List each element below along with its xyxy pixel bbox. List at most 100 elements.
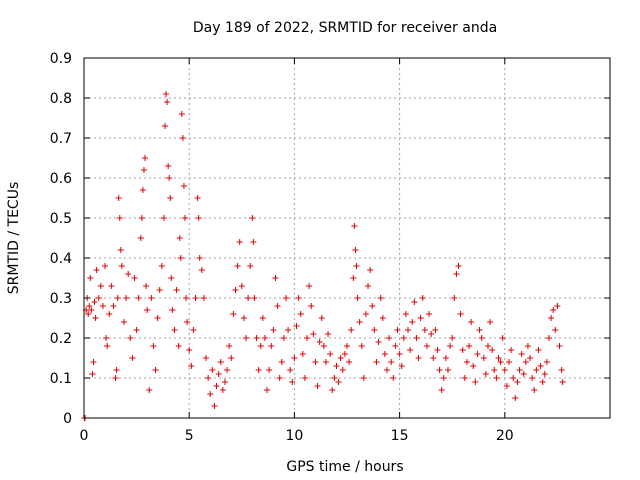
data-point	[360, 375, 367, 381]
data-point	[489, 347, 496, 353]
data-point	[250, 239, 257, 245]
data-point	[308, 303, 315, 309]
x-tick-label: 0	[80, 428, 89, 444]
data-point	[104, 343, 111, 349]
data-point	[461, 375, 468, 381]
data-point	[365, 283, 372, 289]
data-point	[306, 283, 313, 289]
data-point	[232, 287, 239, 293]
data-point	[179, 135, 186, 141]
data-point	[512, 395, 519, 401]
data-point	[181, 215, 188, 221]
y-tick-label: 0.6	[50, 171, 72, 187]
data-point	[304, 335, 311, 341]
data-point	[156, 287, 163, 293]
data-point	[455, 263, 462, 269]
plot-frame	[83, 57, 611, 419]
data-point	[335, 379, 342, 385]
data-point	[413, 335, 420, 341]
data-point	[192, 295, 199, 301]
data-point	[457, 311, 464, 317]
data-point	[463, 359, 470, 365]
data-point	[351, 223, 358, 229]
data-point	[268, 343, 275, 349]
data-point	[350, 275, 357, 281]
x-tick-label: 15	[391, 428, 409, 444]
data-point	[195, 215, 202, 221]
data-point	[266, 367, 273, 373]
data-point	[152, 367, 159, 373]
data-point	[261, 335, 268, 341]
data-point	[438, 387, 445, 393]
data-point	[407, 347, 414, 353]
data-point	[287, 367, 294, 373]
data-point	[255, 367, 262, 373]
data-point	[346, 359, 353, 365]
data-point	[310, 331, 317, 337]
data-point	[510, 375, 517, 381]
data-point	[90, 359, 97, 365]
data-point	[453, 271, 460, 277]
data-point	[423, 343, 430, 349]
data-point	[243, 335, 250, 341]
data-point	[499, 335, 506, 341]
data-point	[186, 347, 193, 353]
data-point	[198, 267, 205, 273]
data-point	[379, 315, 386, 321]
y-tick-label: 0	[63, 411, 72, 427]
data-point	[537, 363, 544, 369]
data-point	[396, 351, 403, 357]
data-point	[447, 343, 454, 349]
data-point	[440, 375, 447, 381]
data-point	[230, 311, 237, 317]
data-point	[508, 347, 515, 353]
data-point	[358, 343, 365, 349]
x-tick-label: 20	[496, 428, 514, 444]
data-point	[228, 355, 235, 361]
data-point	[106, 311, 113, 317]
data-point	[333, 363, 340, 369]
data-point	[394, 327, 401, 333]
data-point	[348, 327, 355, 333]
data-point	[451, 295, 458, 301]
data-point	[405, 327, 412, 333]
data-points	[81, 91, 566, 421]
data-point	[278, 359, 285, 365]
data-point	[331, 375, 338, 381]
data-point	[482, 371, 489, 377]
data-point	[289, 379, 296, 385]
y-tick-label: 0.9	[50, 51, 72, 67]
data-point	[251, 295, 258, 301]
data-point	[325, 331, 332, 337]
data-point	[257, 343, 264, 349]
data-point	[398, 363, 405, 369]
data-point	[529, 375, 536, 381]
data-point	[341, 351, 348, 357]
data-point	[180, 183, 187, 189]
data-point	[373, 359, 380, 365]
data-point	[353, 263, 360, 269]
data-point	[140, 167, 147, 173]
data-point	[142, 155, 149, 161]
data-point	[535, 347, 542, 353]
data-point	[150, 343, 157, 349]
data-point	[484, 343, 491, 349]
data-point	[163, 91, 170, 97]
data-point	[518, 351, 525, 357]
data-point	[93, 267, 100, 273]
data-point	[138, 215, 145, 221]
data-point	[224, 367, 231, 373]
data-point	[392, 343, 399, 349]
data-point	[524, 343, 531, 349]
data-point	[516, 367, 523, 373]
data-point	[203, 355, 210, 361]
data-point	[550, 307, 557, 313]
y-tick-label: 0.2	[50, 331, 72, 347]
data-point	[160, 215, 167, 221]
data-point	[154, 315, 161, 321]
data-point	[436, 367, 443, 373]
data-point	[369, 303, 376, 309]
data-point	[164, 99, 171, 105]
data-point	[285, 327, 292, 333]
data-point	[367, 267, 374, 273]
